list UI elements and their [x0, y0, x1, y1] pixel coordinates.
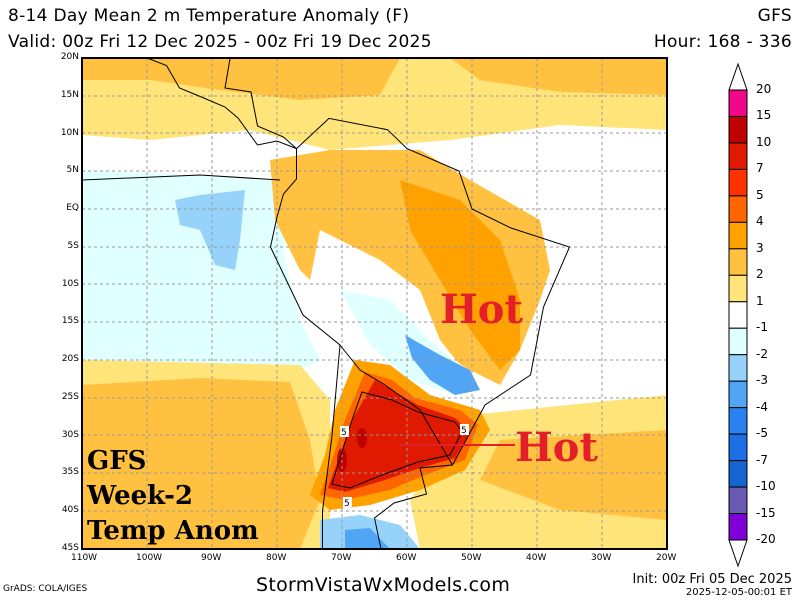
colorbar-label: -2 — [756, 346, 768, 361]
colorbar-segment — [728, 248, 748, 276]
lat-label: 40S — [61, 505, 79, 516]
colorbar-label: -20 — [756, 532, 776, 546]
gridlines — [82, 58, 667, 549]
colorbar-label: 1 — [756, 293, 764, 308]
anomaly-field: 5 5 5 — [82, 58, 667, 549]
colorbar-segment — [728, 168, 748, 197]
colorbar-segment — [728, 221, 748, 250]
lat-label: 30S — [61, 429, 79, 440]
colorbar — [728, 62, 748, 568]
colorbar-label: 5 — [756, 187, 764, 202]
colorbar-label: 20 — [756, 82, 772, 96]
model-label-box: GFS Week-2 Temp Anom — [87, 444, 259, 549]
lon-label: 40W — [526, 553, 547, 563]
colorbar-top-arrow — [728, 62, 748, 91]
lat-label: 5N — [66, 165, 79, 176]
coastlines — [82, 58, 571, 549]
colorbar-label: 15 — [756, 108, 772, 123]
lon-label: 80W — [266, 553, 287, 563]
chart-title: 8-14 Day Mean 2 m Temperature Anomaly (F… — [8, 6, 410, 26]
contour-label: 5 — [461, 426, 467, 436]
colorbar-segment — [728, 274, 748, 303]
valid-period: Valid: 00z Fri 12 Dec 2025 - 00z Fri 19 … — [8, 32, 432, 52]
colorbar-segment — [728, 486, 748, 515]
colorbar-segment — [728, 115, 748, 144]
colorbar-segment — [728, 513, 748, 541]
colorbar-label: -10 — [756, 479, 776, 494]
lat-label: 5S — [67, 240, 79, 251]
lon-label: 70W — [331, 553, 352, 563]
colorbar-label: -7 — [756, 452, 768, 467]
lon-label: 60W — [396, 553, 417, 563]
map-frame — [81, 57, 668, 550]
lon-label: 30W — [591, 553, 612, 563]
colorbar-segment — [728, 407, 748, 435]
lat-label: 15S — [61, 316, 79, 327]
colorbar-segment — [728, 380, 748, 409]
colorbar-segment — [728, 89, 748, 117]
lon-label: 20W — [656, 553, 677, 563]
lat-label: 35S — [61, 467, 79, 478]
lat-label: 45S — [61, 543, 79, 553]
timestamp: 2025-12-05-00:01 ET — [685, 587, 792, 598]
hot-annotation-brazil: Hot — [440, 286, 523, 333]
lon-label: 110W — [71, 553, 98, 563]
contour-5 — [331, 391, 463, 489]
lat-label: 10S — [61, 278, 79, 289]
label-line: Temp Anom — [87, 516, 259, 546]
site-watermark: StormVistaWxModels.com — [256, 574, 511, 596]
colorbar-label: -15 — [756, 505, 776, 520]
label-line: GFS — [87, 446, 147, 476]
colorbar-segment — [728, 301, 748, 329]
lat-label: 20N — [60, 52, 79, 62]
grads-credit: GrADS: COLA/IGES — [3, 584, 88, 594]
colorbar-segment — [728, 195, 748, 223]
contour-label: 5 — [341, 428, 347, 438]
colorbar-segment — [728, 142, 748, 170]
lon-label: 90W — [201, 553, 222, 563]
lat-label: 25S — [61, 391, 79, 402]
lat-label: EQ — [66, 203, 79, 214]
colorbar-label: 2 — [756, 267, 764, 282]
lat-label: 20S — [61, 354, 79, 365]
colorbar-label: -1 — [756, 320, 768, 335]
contour-label: 5 — [344, 499, 350, 509]
label-line: Week-2 — [87, 481, 194, 511]
colorbar-segment — [728, 327, 748, 356]
colorbar-label: -3 — [756, 373, 768, 388]
lon-label: 100W — [136, 553, 163, 563]
forecast-hours: Hour: 168 - 336 — [653, 32, 792, 52]
init-time: Init: 00z Fri 05 Dec 2025 — [632, 572, 792, 587]
hot-annotation-argentina: Hot — [515, 424, 598, 471]
colorbar-label: 10 — [756, 134, 772, 149]
lat-label: 15N — [60, 89, 79, 100]
colorbar-segment — [728, 460, 748, 488]
colorbar-label: -4 — [756, 399, 768, 414]
colorbar-bottom-arrow — [728, 539, 748, 568]
colorbar-label: 7 — [756, 161, 764, 176]
colorbar-segment — [728, 433, 748, 462]
colorbar-segment — [728, 354, 748, 382]
model-name: GFS — [757, 6, 792, 26]
colorbar-label: 3 — [756, 240, 764, 255]
colorbar-label: -5 — [756, 426, 768, 441]
lat-label: 10N — [60, 127, 79, 138]
colorbar-label: 4 — [756, 214, 764, 229]
lon-label: 50W — [461, 553, 482, 563]
